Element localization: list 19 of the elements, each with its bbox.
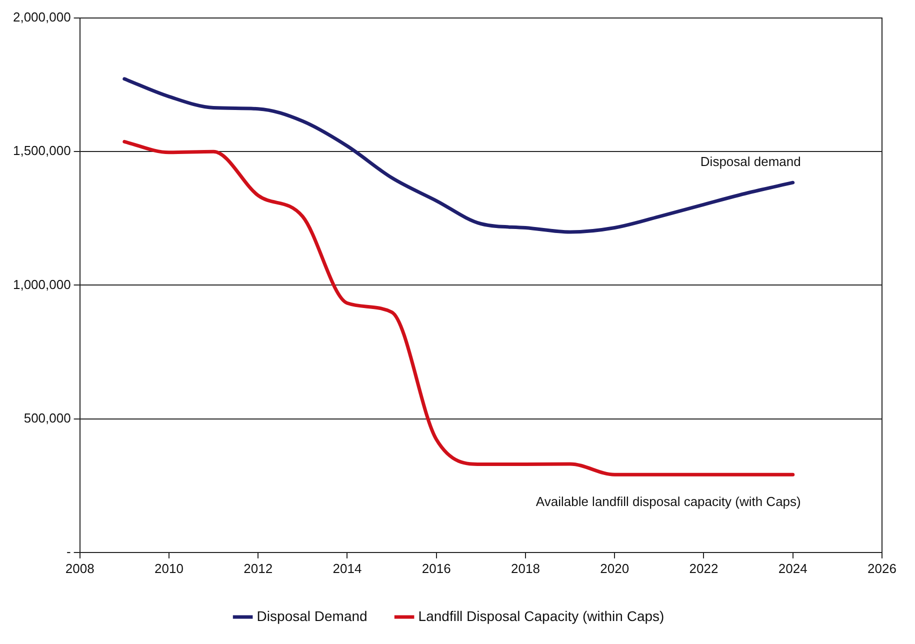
y-tick-label: - (66, 544, 71, 559)
y-tick-label: 2,000,000 (12, 10, 71, 25)
x-tick-label: 2018 (511, 560, 540, 576)
x-tick-label: 2008 (65, 560, 94, 576)
y-tick-label: 1,000,000 (12, 276, 71, 292)
legend-label: Landfill Disposal Capacity (within Caps) (418, 608, 664, 624)
y-tick-label: 1,500,000 (12, 143, 71, 158)
x-tick-label: 2014 (332, 560, 362, 576)
annotation: Disposal demand (700, 154, 801, 170)
x-tick-label: 2026 (868, 560, 896, 576)
annotation: Available landfill disposal capacity (with Caps) (536, 494, 801, 510)
x-tick-label: 2024 (778, 560, 808, 576)
x-tick-label: 2010 (154, 560, 184, 576)
x-tick-label: 2020 (600, 560, 630, 576)
legend-label: Disposal Demand (256, 608, 368, 624)
x-tick-label: 2016 (422, 560, 451, 576)
y-tick-label: 500,000 (24, 410, 71, 426)
x-tick-label: 2022 (689, 560, 718, 576)
x-tick-label: 2012 (244, 560, 273, 576)
